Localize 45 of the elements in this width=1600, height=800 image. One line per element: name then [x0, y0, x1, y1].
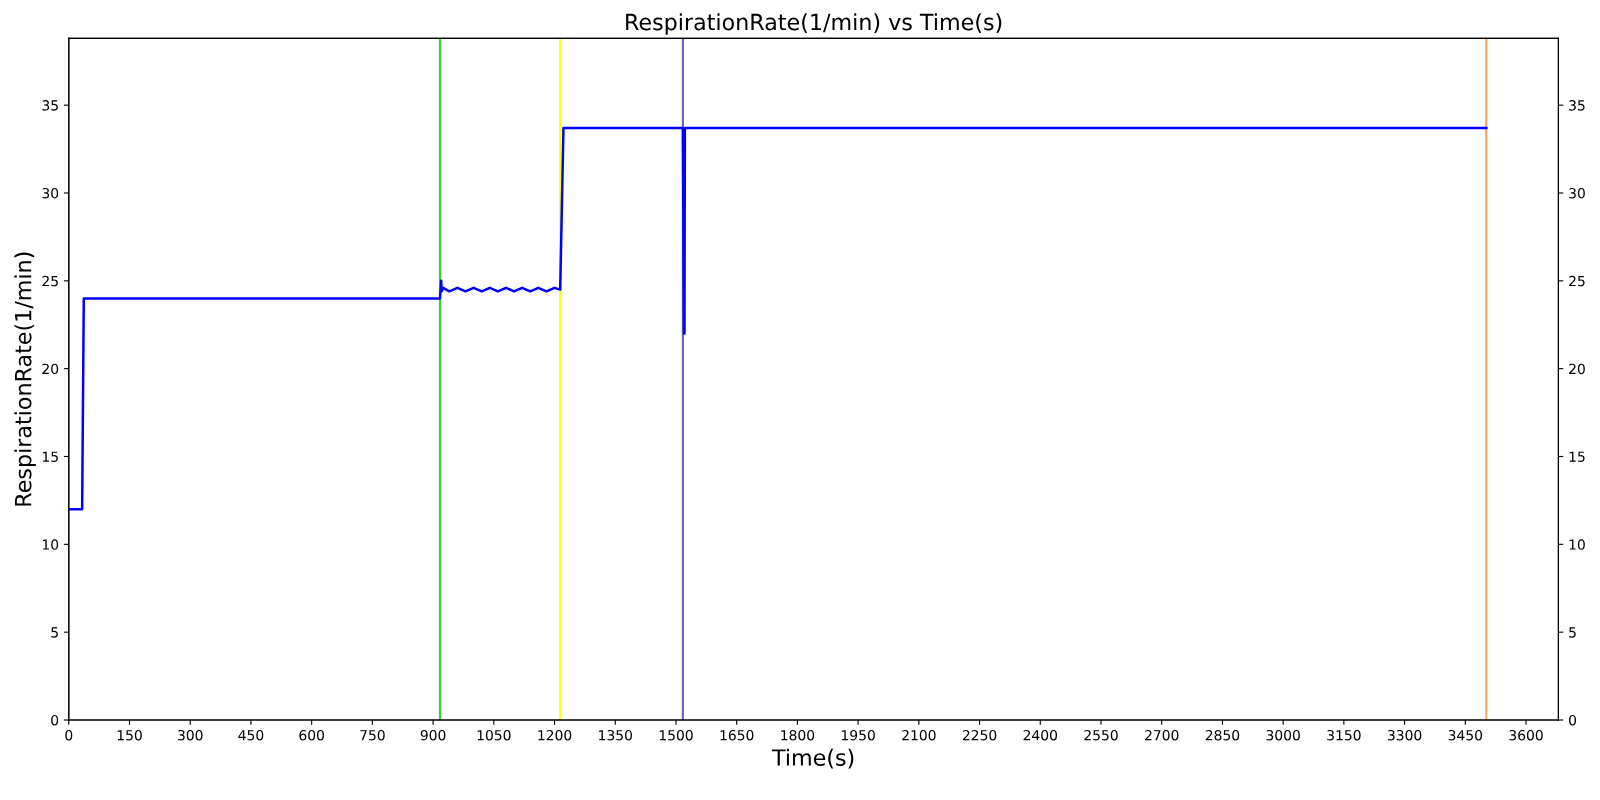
- x-tick-label: 1650: [720, 729, 754, 741]
- x-tick-label: 1500: [659, 729, 693, 741]
- x-tick-label: 3000: [1266, 729, 1300, 741]
- y2-tick-label: 10: [1569, 539, 1585, 550]
- x-tick-label: 3150: [1327, 729, 1361, 741]
- x-tick-label: 2550: [1084, 729, 1118, 741]
- y2-tick-label: 25: [1569, 275, 1585, 287]
- y-tick-label: 30: [42, 187, 59, 199]
- x-tick-label: 750: [360, 729, 385, 741]
- x-tick-label: 3600: [1509, 729, 1543, 741]
- chart-title: RespirationRate(1/min) vs Time(s): [626, 13, 1002, 35]
- x-tick-label: 2700: [1145, 729, 1179, 741]
- y2-tick-label: 0: [1569, 714, 1577, 726]
- y-tick-label: 10: [42, 539, 59, 550]
- x-tick-label: 3450: [1448, 729, 1483, 741]
- x-tick-label: 1800: [781, 729, 815, 741]
- x-tick-label: 1200: [538, 729, 572, 741]
- x-tick-label: 450: [238, 729, 264, 741]
- x-tick-label: 1950: [841, 729, 875, 741]
- y-axis-title: RespirationRate(1/min): [14, 252, 36, 506]
- y-tick-label: 20: [42, 363, 59, 375]
- y-tick-label: 25: [42, 275, 58, 287]
- y-tick-label: 5: [51, 627, 58, 638]
- y-tick-label: 0: [51, 714, 59, 726]
- line-series: [68, 126, 1488, 511]
- x-tick-label: 600: [299, 729, 324, 741]
- y2-tick-label: 35: [1569, 100, 1585, 111]
- y-tick-label: 35: [42, 100, 58, 111]
- x-tick-label: 900: [420, 729, 446, 741]
- y2-tick-label: 30: [1569, 187, 1585, 199]
- x-tick-label: 2850: [1205, 729, 1240, 741]
- y2-tick-label: 5: [1569, 627, 1576, 638]
- y2-tick-label: 20: [1569, 363, 1585, 375]
- x-tick-label: 0: [65, 729, 73, 741]
- y-tick-label: 15: [42, 451, 58, 462]
- x-tick-label: 1350: [599, 729, 633, 741]
- x-tick-label: 300: [178, 729, 203, 741]
- x-tick-label: 3300: [1387, 729, 1422, 741]
- x-tick-label: 2250: [962, 729, 997, 741]
- x-tick-label: 2100: [902, 729, 936, 741]
- x-tick-label: 150: [117, 729, 142, 741]
- x-tick-label: 1050: [477, 729, 511, 741]
- x-axis-title: Time(s): [771, 748, 854, 769]
- x-tick-label: 2400: [1023, 729, 1058, 741]
- y2-tick-label: 15: [1569, 451, 1585, 462]
